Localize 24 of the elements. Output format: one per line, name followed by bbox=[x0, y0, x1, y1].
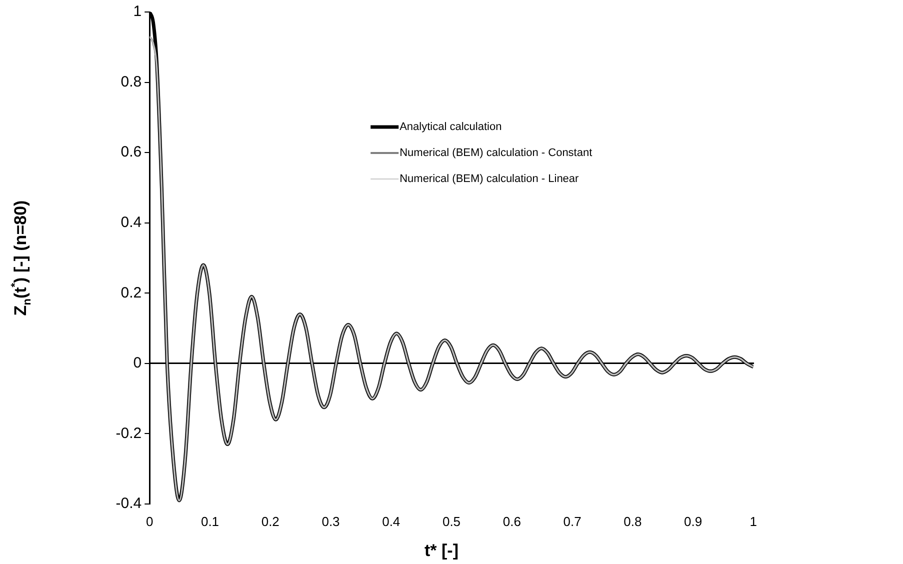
y-tick-label: 1 bbox=[133, 3, 142, 20]
x-tick-label: 0.5 bbox=[442, 514, 461, 529]
x-tick-label: 1 bbox=[750, 514, 757, 529]
x-tick-label: 0.4 bbox=[382, 514, 400, 529]
x-tick-label: 0.2 bbox=[261, 514, 280, 529]
legend-label: Numerical (BEM) calculation - Linear bbox=[400, 173, 580, 186]
x-tick-label: 0 bbox=[146, 514, 154, 529]
y-tick-label: 0.6 bbox=[120, 144, 142, 161]
y-axis-title: Zn(t*) [-] (n=80) bbox=[9, 200, 34, 316]
y-tick-label: 0.4 bbox=[120, 214, 142, 231]
y-tick-label: 0 bbox=[133, 354, 142, 372]
x-tick-label: 0.1 bbox=[200, 514, 220, 529]
x-tick-label: 0.7 bbox=[563, 514, 582, 529]
y-tick-label: 0.8 bbox=[120, 73, 142, 90]
y-tick-label: -0.4 bbox=[116, 495, 142, 512]
x-tick-label: 0.8 bbox=[624, 514, 642, 529]
x-tick-label: 0.6 bbox=[502, 514, 521, 529]
x-axis-title: t* [-] bbox=[424, 541, 458, 560]
legend-label: Numerical (BEM) calculation - Constant bbox=[400, 147, 592, 160]
y-tick-label: 0.2 bbox=[120, 284, 142, 302]
legend-label: Analytical calculation bbox=[400, 121, 502, 134]
x-tick-label: 0.3 bbox=[322, 514, 340, 529]
y-tick-label: -0.2 bbox=[116, 424, 142, 442]
x-tick-label: 0.9 bbox=[684, 514, 702, 529]
